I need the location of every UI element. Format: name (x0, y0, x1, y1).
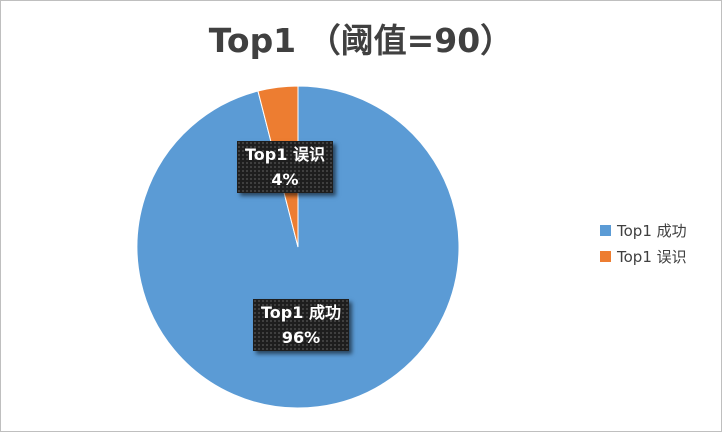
legend-item-misrecognition[interactable]: Top1 误识 (600, 243, 687, 269)
data-label-success: Top1 成功 96% (253, 299, 349, 351)
data-label-success-name: Top1 成功 (261, 303, 341, 322)
legend-item-success[interactable]: Top1 成功 (600, 217, 687, 243)
chart-title: Top1 （阈值=90） (208, 21, 514, 60)
legend-swatch-success (600, 224, 611, 236)
data-label-success-value: 96% (281, 328, 321, 347)
legend-swatch-misrecognition (600, 250, 611, 262)
data-label-misrecognition-value: 4% (271, 170, 299, 189)
data-label-misrecognition-name: Top1 误识 (245, 145, 325, 164)
legend-label-misrecognition: Top1 误识 (617, 247, 687, 266)
legend: Top1 成功 Top1 误识 (600, 217, 687, 269)
legend-label-success: Top1 成功 (617, 221, 687, 240)
data-label-misrecognition: Top1 误识 4% (237, 141, 333, 193)
